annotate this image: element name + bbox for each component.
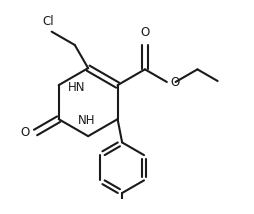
Text: NH: NH [78,114,96,127]
Text: HN: HN [67,81,85,94]
Text: O: O [140,26,150,39]
Text: Cl: Cl [42,15,54,28]
Text: O: O [21,126,30,139]
Text: O: O [171,76,180,89]
